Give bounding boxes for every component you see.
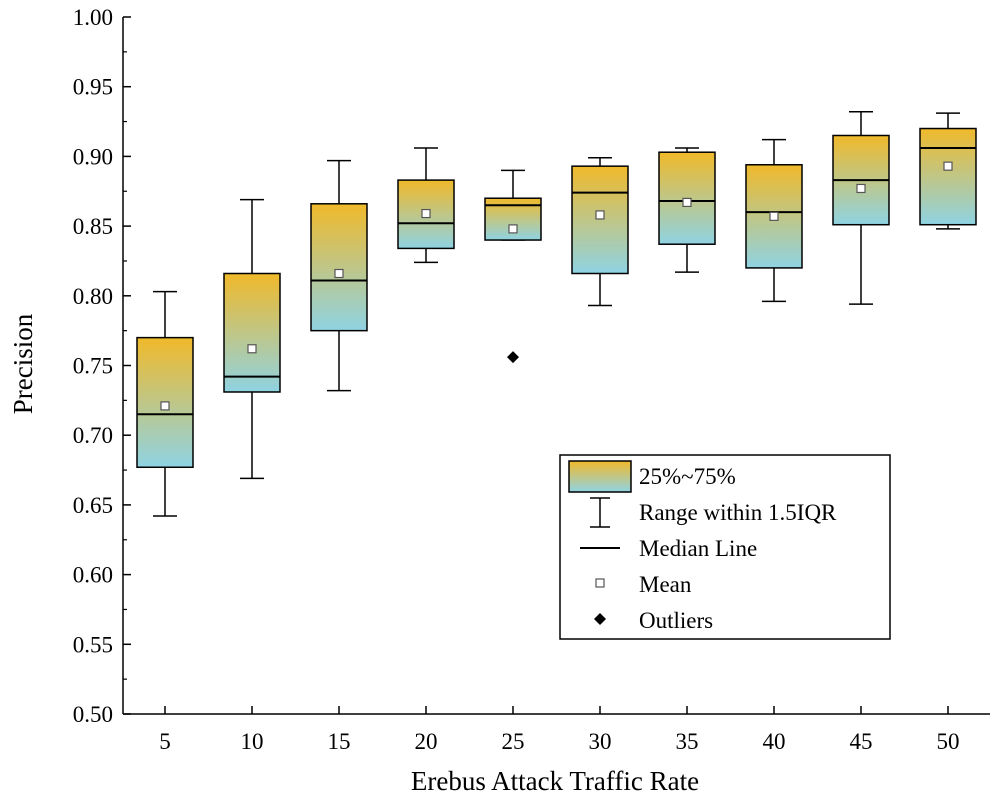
box-group <box>397 147 455 264</box>
box-series <box>136 111 977 517</box>
x-tick-label: 50 <box>937 729 960 754</box>
mean-marker <box>247 344 257 354</box>
box-group <box>136 290 194 517</box>
legend-mean-symbol <box>595 578 605 588</box>
x-tick-label: 5 <box>159 729 171 754</box>
y-tick-label: 0.65 <box>73 493 113 518</box>
box-group <box>484 169 542 364</box>
x-axis: 5 10 15 20 25 30 35 40 45 50 <box>123 706 990 754</box>
box-group <box>745 138 803 303</box>
legend-median-label: Median Line <box>639 536 757 561</box>
x-tick-label: 30 <box>589 729 612 754</box>
x-tick-label: 40 <box>763 729 786 754</box>
x-tick-label: 35 <box>676 729 699 754</box>
y-axis: 0.50 0.55 0.60 0.65 0.70 0.75 0.80 0.85 0.90 0.95… <box>73 5 131 727</box>
x-tick-label: 15 <box>328 729 351 754</box>
legend: 25%~75% Range within 1.5IQR Median Line … <box>559 454 891 640</box>
legend-mean-label: Mean <box>639 572 692 597</box>
legend-whisker-symbol <box>590 497 610 528</box>
legend-outlier-symbol <box>594 613 606 625</box>
legend-box-label: 25%~75% <box>639 464 736 489</box>
iqr-box <box>136 336 194 469</box>
y-tick-label: 0.55 <box>73 632 113 657</box>
box-group <box>832 111 890 305</box>
mean-marker <box>595 210 605 220</box>
mean-marker <box>421 208 431 219</box>
box-group <box>310 159 368 392</box>
y-tick-label: 0.75 <box>73 354 113 379</box>
outlier-point <box>507 351 519 364</box>
y-tick-label: 0.70 <box>73 423 113 448</box>
iqr-box <box>919 127 977 226</box>
iqr-box <box>223 272 281 393</box>
y-tick-label: 0.85 <box>73 214 113 239</box>
mean-marker <box>334 268 344 279</box>
x-tick-label: 45 <box>850 729 873 754</box>
mean-marker <box>160 401 170 411</box>
mean-marker <box>856 183 866 194</box>
mean-marker <box>769 211 779 221</box>
legend-whisker-label: Range within 1.5IQR <box>639 500 837 525</box>
legend-box-swatch <box>568 460 632 493</box>
y-tick-label: 0.80 <box>73 284 113 309</box>
x-tick-label: 20 <box>415 729 438 754</box>
y-tick-label: 0.90 <box>73 144 113 169</box>
legend-outlier-label: Outliers <box>639 608 713 633</box>
x-axis-title: Erebus Attack Traffic Rate <box>411 766 699 796</box>
box-group <box>571 157 629 307</box>
mean-marker <box>943 161 953 171</box>
iqr-box <box>310 203 368 332</box>
y-tick-label: 0.95 <box>73 75 113 100</box>
y-axis-title: Precision <box>8 313 38 414</box>
x-tick-label: 10 <box>241 729 264 754</box>
y-tick-label: 1.00 <box>73 5 113 30</box>
y-tick-label: 0.60 <box>73 563 113 588</box>
box-group <box>919 112 977 230</box>
mean-marker <box>682 197 692 208</box>
box-group <box>658 147 716 273</box>
mean-marker <box>508 224 518 234</box>
iqr-box <box>571 165 629 275</box>
box-group <box>223 198 281 480</box>
y-tick-label: 0.50 <box>73 702 113 727</box>
x-tick-label: 25 <box>502 729 525 754</box>
